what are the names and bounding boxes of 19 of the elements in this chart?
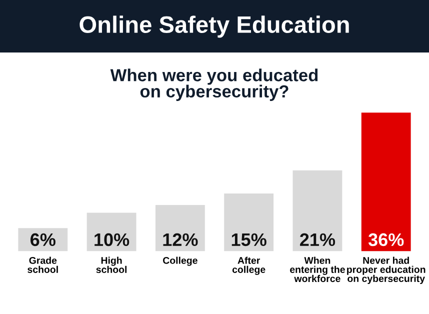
chart-title: Online Safety Education	[80, 16, 349, 38]
bar	[361, 112, 411, 252]
x-tick-label: When entering the workforce	[290, 256, 345, 282]
chart-subtitle: When were you educated on cybersecurity?	[110, 68, 318, 101]
x-tick-label: Grade school	[28, 256, 58, 273]
bar	[155, 205, 205, 252]
data-label: 6%	[30, 233, 56, 246]
x-tick-label: After college	[232, 256, 266, 275]
data-label: 36%	[368, 233, 404, 246]
bar	[86, 212, 136, 252]
data-label: 21%	[300, 233, 336, 246]
bar	[224, 193, 274, 252]
data-label: 12%	[163, 233, 198, 246]
bar	[292, 170, 342, 252]
data-label: 15%	[232, 233, 266, 246]
x-tick-label: College	[163, 256, 198, 266]
x-tick-label: High school	[96, 256, 127, 273]
data-label: 10%	[94, 233, 130, 246]
x-tick-label: Never had proper education on cybersecurity	[347, 256, 426, 284]
